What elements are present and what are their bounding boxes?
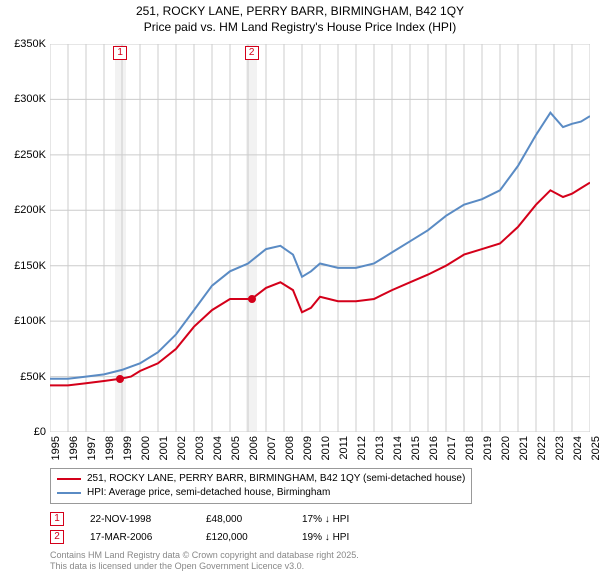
sale-marker-box: 1 — [113, 46, 127, 60]
x-tick-label: 2009 — [302, 436, 314, 460]
x-tick-label: 2008 — [284, 436, 296, 460]
y-tick-label: £50K — [20, 371, 46, 383]
x-tick-label: 2025 — [590, 436, 600, 460]
sales-marker-inline: 2 — [50, 530, 64, 544]
sales-marker-inline: 1 — [50, 512, 64, 526]
x-tick-label: 2023 — [554, 436, 566, 460]
x-tick-label: 1996 — [68, 436, 80, 460]
sales-date: 17-MAR-2006 — [90, 532, 180, 543]
legend-label-price: 251, ROCKY LANE, PERRY BARR, BIRMINGHAM,… — [87, 472, 465, 486]
title-address: 251, ROCKY LANE, PERRY BARR, BIRMINGHAM,… — [0, 4, 600, 20]
x-tick-label: 1995 — [50, 436, 62, 460]
x-tick-label: 2017 — [446, 436, 458, 460]
x-tick-label: 1998 — [104, 436, 116, 460]
sales-table: 1 22-NOV-1998 £48,000 17% ↓ HPI 2 17-MAR-2006… — [50, 510, 590, 546]
legend-box: 251, ROCKY LANE, PERRY BARR, BIRMINGHAM,… — [50, 468, 472, 504]
sale-marker-dot — [116, 375, 124, 383]
plot-area: 12 — [50, 44, 590, 432]
sale-marker-box: 2 — [245, 46, 259, 60]
x-tick-label: 2020 — [500, 436, 512, 460]
x-tick-label: 1997 — [86, 436, 98, 460]
x-tick-label: 2007 — [266, 436, 278, 460]
x-tick-label: 2003 — [194, 436, 206, 460]
footer-line-2: This data is licensed under the Open Gov… — [50, 561, 590, 572]
x-tick-label: 2014 — [392, 436, 404, 460]
y-tick-label: £0 — [34, 426, 46, 438]
sales-price: £48,000 — [206, 514, 276, 525]
x-tick-label: 2013 — [374, 436, 386, 460]
legend-swatch-hpi — [57, 492, 81, 494]
x-tick-label: 2018 — [464, 436, 476, 460]
x-tick-label: 2000 — [140, 436, 152, 460]
x-tick-label: 2010 — [320, 436, 332, 460]
sale-marker-dot — [248, 295, 256, 303]
x-tick-label: 2006 — [248, 436, 260, 460]
legend-area: 251, ROCKY LANE, PERRY BARR, BIRMINGHAM,… — [50, 468, 590, 572]
x-tick-label: 2022 — [536, 436, 548, 460]
sales-price: £120,000 — [206, 532, 276, 543]
y-tick-label: £300K — [14, 93, 46, 105]
sales-pct: 17% ↓ HPI — [302, 514, 382, 525]
y-axis: £0£50K£100K£150K£200K£250K£300K£350K — [0, 44, 50, 432]
x-tick-label: 2019 — [482, 436, 494, 460]
x-tick-label: 1999 — [122, 436, 134, 460]
legend-row-price: 251, ROCKY LANE, PERRY BARR, BIRMINGHAM,… — [57, 472, 465, 486]
x-tick-label: 2002 — [176, 436, 188, 460]
y-tick-label: £150K — [14, 260, 46, 272]
sales-date: 22-NOV-1998 — [90, 514, 180, 525]
sales-pct: 19% ↓ HPI — [302, 532, 382, 543]
x-axis: 1995 1996 1997 1998 1999 2000 2001 2002 2003 2004… — [50, 432, 590, 472]
x-tick-label: 2024 — [572, 436, 584, 460]
legend-swatch-price — [57, 478, 81, 480]
sales-row: 2 17-MAR-2006 £120,000 19% ↓ HPI — [50, 528, 590, 546]
sales-row: 1 22-NOV-1998 £48,000 17% ↓ HPI — [50, 510, 590, 528]
legend-row-hpi: HPI: Average price, semi-detached house,… — [57, 486, 465, 500]
y-tick-label: £350K — [14, 38, 46, 50]
x-tick-label: 2001 — [158, 436, 170, 460]
chart-container: 251, ROCKY LANE, PERRY BARR, BIRMINGHAM,… — [0, 0, 600, 560]
chart-svg — [50, 44, 590, 432]
x-tick-label: 2004 — [212, 436, 224, 460]
title-subtitle: Price paid vs. HM Land Registry's House … — [0, 20, 600, 36]
footer-line-1: Contains HM Land Registry data © Crown c… — [50, 550, 590, 561]
x-tick-label: 2015 — [410, 436, 422, 460]
y-tick-label: £250K — [14, 149, 46, 161]
y-tick-label: £100K — [14, 315, 46, 327]
x-tick-label: 2021 — [518, 436, 530, 460]
x-tick-label: 2016 — [428, 436, 440, 460]
x-tick-label: 2012 — [356, 436, 368, 460]
y-tick-label: £200K — [14, 204, 46, 216]
chart-title: 251, ROCKY LANE, PERRY BARR, BIRMINGHAM,… — [0, 0, 600, 35]
x-tick-label: 2011 — [338, 436, 350, 460]
x-tick-label: 2005 — [230, 436, 242, 460]
footer-note: Contains HM Land Registry data © Crown c… — [50, 550, 590, 572]
legend-label-hpi: HPI: Average price, semi-detached house,… — [87, 486, 330, 500]
